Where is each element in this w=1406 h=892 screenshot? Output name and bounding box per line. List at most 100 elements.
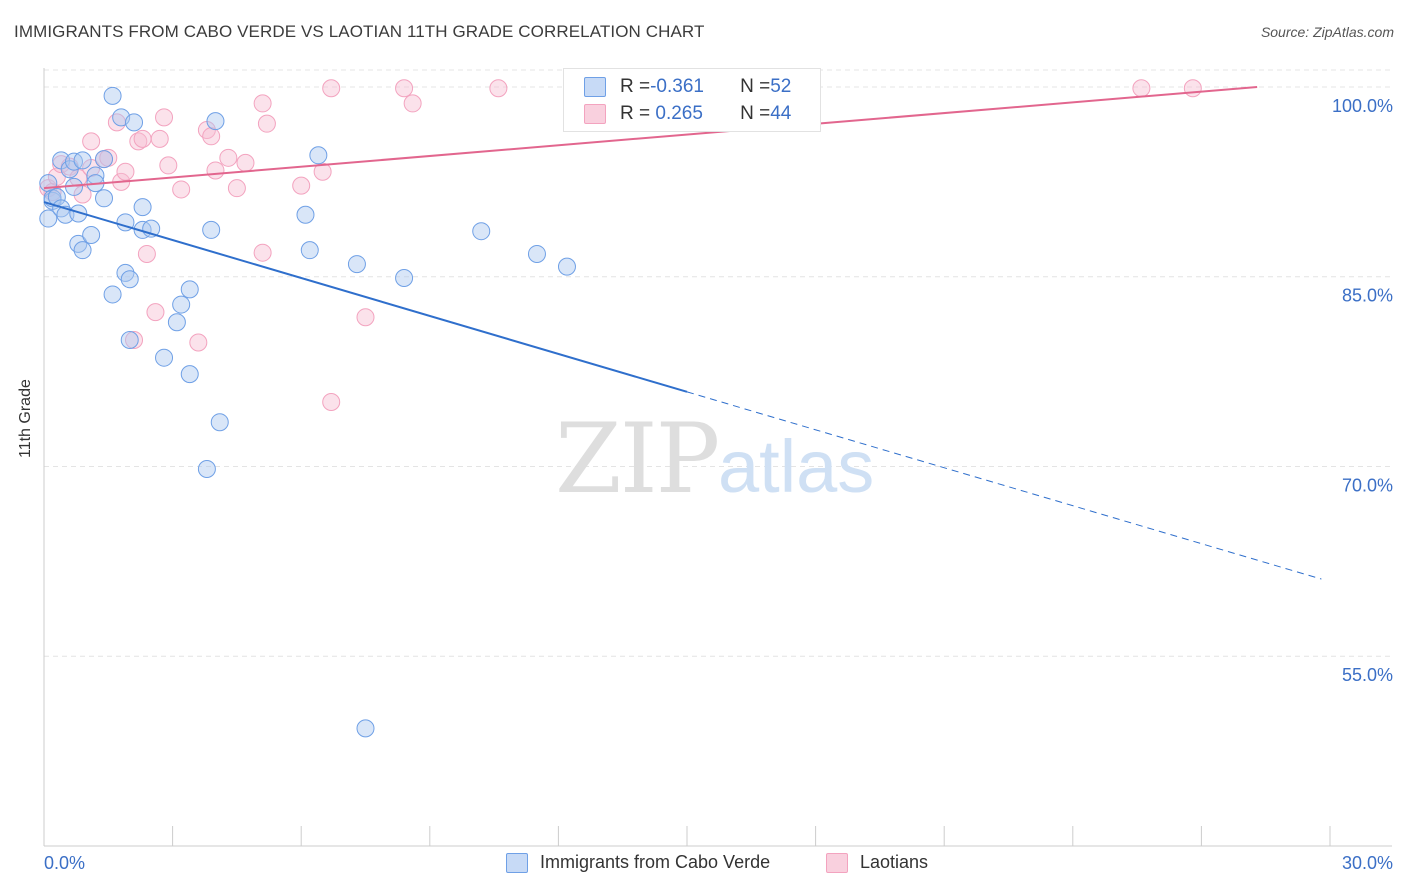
laotian-point bbox=[253, 243, 272, 262]
y-tick-labels: 55.0% 70.0% 85.0% 100.0% bbox=[1332, 96, 1393, 685]
y-tick-label: 85.0% bbox=[1342, 286, 1393, 306]
legend-n-label: N = bbox=[740, 76, 771, 97]
y-tick-label: 55.0% bbox=[1342, 665, 1393, 685]
cabo-verde-point bbox=[133, 198, 152, 217]
source-label: Source: ZipAtlas.com bbox=[1260, 24, 1394, 40]
cabo-verde-point bbox=[395, 268, 414, 287]
y-axis-label: 11th Grade bbox=[17, 379, 34, 458]
cabo-verde-point bbox=[120, 330, 139, 349]
cabo-verde-point bbox=[180, 280, 199, 299]
cabo-verde-point bbox=[300, 241, 319, 260]
cabo-verde-point bbox=[356, 719, 375, 738]
cabo-verde-point bbox=[472, 222, 491, 241]
x-tick-labels: 0.0% 30.0% bbox=[44, 853, 1393, 873]
legend-swatch-blue bbox=[506, 852, 528, 873]
laotian-point bbox=[322, 392, 341, 411]
laotian-point bbox=[227, 179, 246, 198]
legend-r-label: R = bbox=[620, 76, 651, 97]
cabo-verde-points bbox=[39, 86, 576, 738]
laotian-point bbox=[146, 303, 165, 322]
laotian-point bbox=[172, 180, 191, 199]
cabo-verde-point bbox=[347, 255, 366, 274]
legend-swatch-blue bbox=[584, 77, 606, 97]
cabo-verde-point bbox=[296, 205, 315, 224]
legend-r-label: R = bbox=[620, 103, 651, 124]
legend-n-value: 44 bbox=[770, 103, 792, 124]
legend-label-laotians: Laotians bbox=[860, 852, 929, 872]
legend-n-value: 52 bbox=[770, 76, 792, 97]
legend-item-cabo-verde[interactable]: Immigrants from Cabo Verde bbox=[506, 852, 770, 873]
cabo-verde-point bbox=[309, 146, 328, 165]
cabo-verde-point bbox=[73, 151, 92, 170]
laotian-point bbox=[116, 162, 135, 181]
watermark-zip: ZIP bbox=[555, 403, 718, 515]
laotian-point bbox=[189, 333, 208, 352]
legend-r-value: -0.361 bbox=[650, 76, 704, 97]
cabo-verde-point bbox=[197, 460, 216, 479]
laotian-point bbox=[206, 161, 225, 180]
cabo-verde-point bbox=[206, 112, 225, 131]
laotian-point bbox=[403, 94, 422, 113]
stats-legend: R = -0.361 N = 52 R = 0.265 N = 44 bbox=[563, 68, 821, 132]
cabo-verde-point bbox=[125, 113, 144, 132]
laotian-point bbox=[322, 79, 341, 98]
x-tick-label: 0.0% bbox=[44, 853, 85, 873]
legend-row-cabo-verde: R = -0.361 N = 52 bbox=[584, 75, 791, 99]
laotian-point bbox=[125, 330, 144, 349]
legend-n-label: N = bbox=[740, 103, 771, 124]
cabo-verde-trend-line bbox=[43, 201, 688, 393]
cabo-verde-point bbox=[180, 365, 199, 384]
cabo-verde-point bbox=[155, 348, 174, 367]
cabo-verde-point bbox=[95, 189, 114, 208]
laotian-point bbox=[356, 308, 375, 327]
laotian-point bbox=[155, 108, 174, 127]
laotian-point bbox=[489, 79, 508, 98]
x-tick-label: 30.0% bbox=[1342, 853, 1393, 873]
cabo-verde-point bbox=[95, 150, 114, 169]
cabo-verde-point bbox=[39, 209, 58, 228]
laotian-point bbox=[219, 148, 238, 167]
cabo-verde-point bbox=[527, 244, 546, 263]
cabo-verde-point bbox=[557, 257, 576, 276]
laotian-point bbox=[253, 94, 272, 113]
laotian-point bbox=[236, 153, 255, 172]
laotian-point bbox=[82, 132, 101, 151]
laotian-point bbox=[1183, 79, 1202, 98]
laotian-trend-line bbox=[43, 85, 1258, 190]
cabo-verde-point bbox=[120, 270, 139, 289]
laotian-point bbox=[150, 129, 169, 148]
laotian-point bbox=[313, 162, 332, 181]
bottom-legend: Immigrants from Cabo Verde Laotians bbox=[0, 852, 1406, 876]
laotian-point bbox=[292, 176, 311, 195]
laotian-point bbox=[159, 156, 178, 175]
cabo-verde-point bbox=[202, 220, 221, 239]
laotian-point bbox=[137, 244, 156, 263]
legend-item-laotians[interactable]: Laotians bbox=[826, 852, 928, 873]
trend-lines bbox=[43, 85, 1322, 580]
cabo-verde-point bbox=[82, 225, 101, 244]
legend-swatch-pink bbox=[584, 104, 606, 124]
cabo-verde-point bbox=[69, 204, 88, 223]
cabo-verde-point bbox=[167, 313, 186, 332]
laotian-point bbox=[202, 127, 221, 146]
laotian-point bbox=[1132, 79, 1151, 98]
y-tick-label: 100.0% bbox=[1332, 96, 1393, 116]
watermark: ZIP atlas bbox=[555, 403, 874, 515]
cabo-verde-point bbox=[172, 295, 191, 314]
laotian-point bbox=[133, 129, 152, 148]
cabo-verde-point bbox=[210, 413, 229, 432]
laotian-point bbox=[257, 114, 276, 133]
watermark-atlas: atlas bbox=[718, 425, 874, 508]
y-tick-label: 70.0% bbox=[1342, 475, 1393, 495]
legend-row-laotians: R = 0.265 N = 44 bbox=[584, 102, 791, 126]
cabo-verde-point bbox=[103, 86, 122, 105]
legend-r-value: 0.265 bbox=[650, 103, 703, 124]
legend-swatch-pink bbox=[826, 852, 848, 873]
cabo-verde-point bbox=[73, 241, 92, 260]
laotian-point bbox=[395, 79, 414, 98]
cabo-verde-trend-extension bbox=[686, 391, 1322, 580]
cabo-verde-point bbox=[103, 285, 122, 304]
legend-label-cabo-verde: Immigrants from Cabo Verde bbox=[540, 852, 771, 872]
chart-title: IMMIGRANTS FROM CABO VERDE VS LAOTIAN 11… bbox=[14, 22, 705, 41]
